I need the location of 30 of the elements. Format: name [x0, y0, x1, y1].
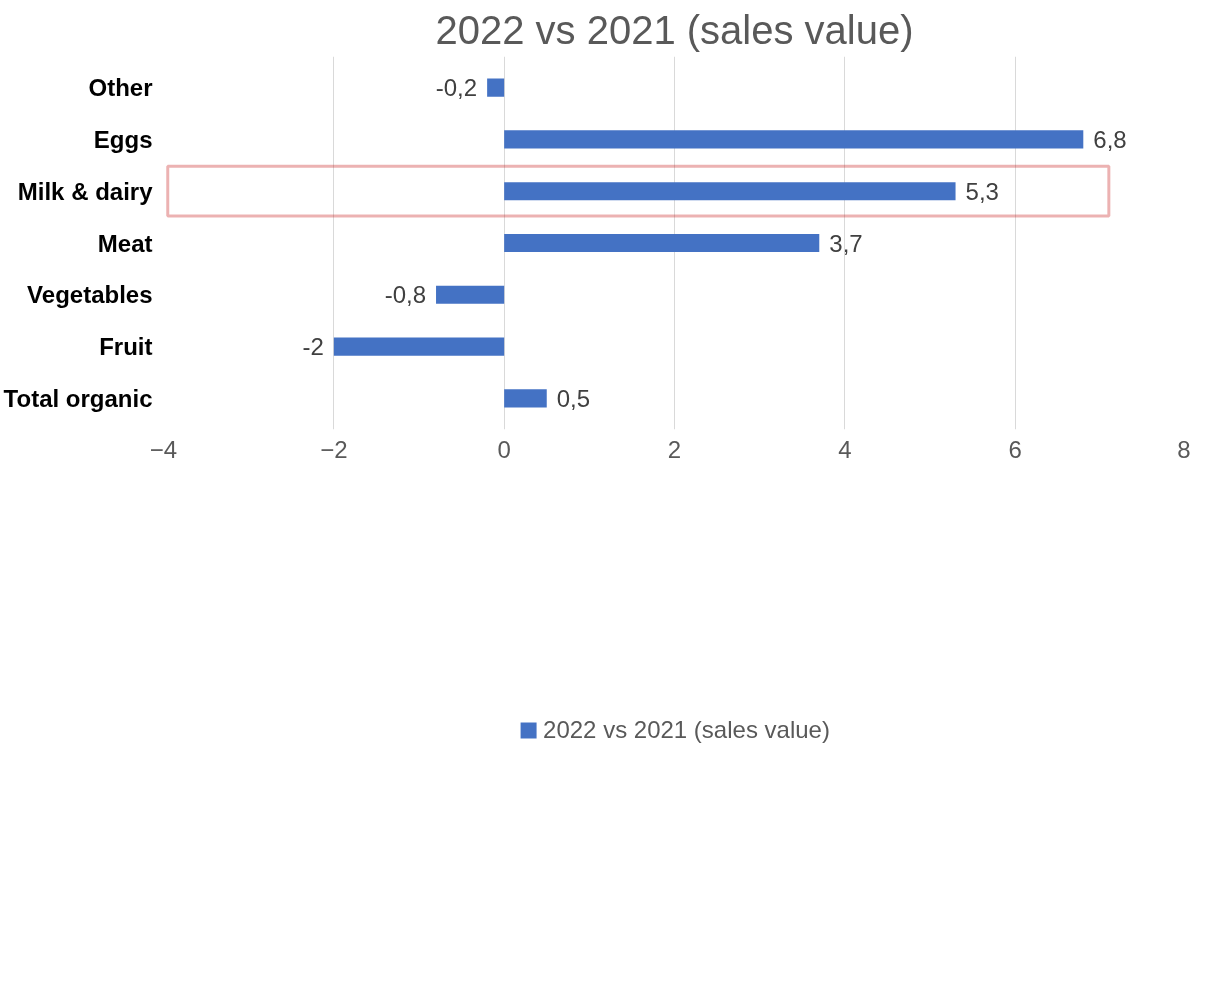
x-tick-label: 6	[1008, 435, 1022, 463]
y-tick-label: Milk & dairy	[17, 177, 154, 205]
y-tick-label: Fruit	[99, 333, 153, 361]
bar	[504, 233, 820, 253]
data-label: 5,3	[965, 177, 999, 205]
y-tick-label: Vegetables	[27, 281, 153, 309]
chart-title: 2022 vs 2021 (sales value)	[435, 7, 914, 52]
data-label: 3,7	[829, 229, 863, 257]
bar	[504, 130, 1084, 149]
x-tick-label: −4	[149, 435, 178, 463]
y-tick-label: Meat	[97, 229, 153, 257]
legend-label: 2022 vs 2021 (sales value)	[543, 716, 830, 744]
data-label: -0,2	[435, 74, 478, 102]
bar	[487, 78, 505, 97]
data-label: 6,8	[1093, 125, 1127, 153]
x-tick-label: 0	[497, 435, 511, 463]
bar	[504, 389, 547, 408]
data-label: -0,8	[384, 281, 427, 309]
x-tick-label: −2	[320, 435, 348, 463]
x-tick-label: 2	[667, 435, 682, 463]
bar	[333, 337, 505, 356]
y-tick-label: Other	[88, 74, 153, 102]
bar	[436, 285, 505, 304]
y-tick-label: Total organic	[3, 384, 153, 412]
data-label: 0,5	[556, 384, 591, 412]
bar	[504, 182, 956, 201]
x-tick-label: 4	[838, 435, 852, 463]
data-label: -2	[302, 333, 324, 361]
x-tick-label: 8	[1177, 435, 1191, 463]
y-tick-label: Eggs	[93, 125, 153, 153]
